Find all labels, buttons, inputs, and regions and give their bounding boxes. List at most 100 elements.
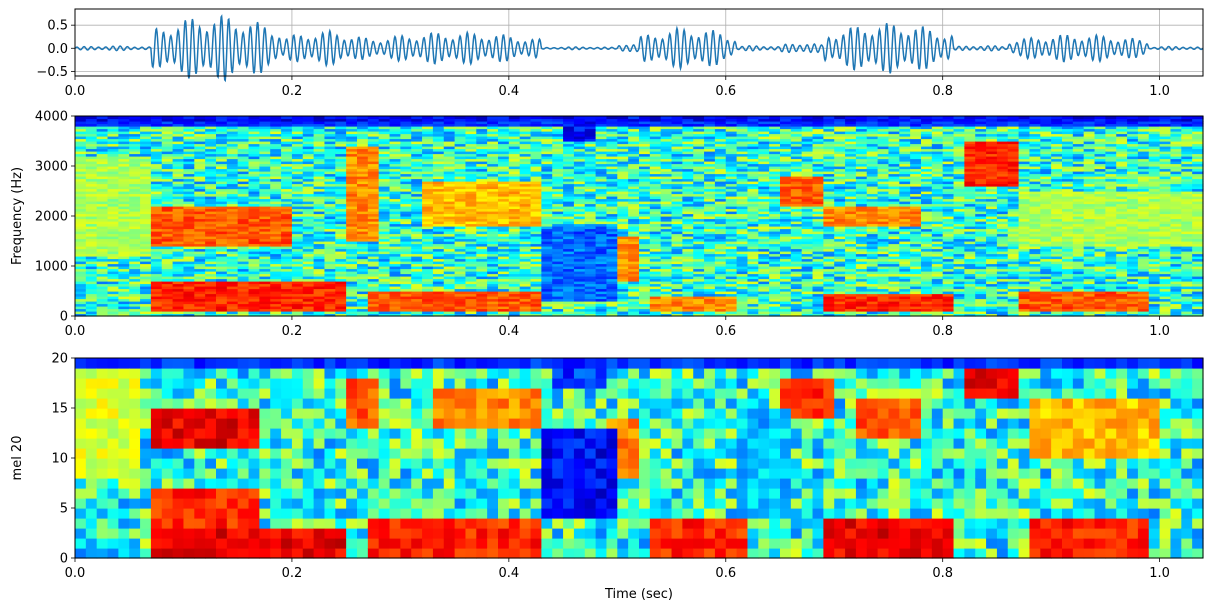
heat-cell <box>85 218 98 222</box>
heat-cell <box>75 301 87 305</box>
heat-cell <box>281 301 293 305</box>
heat-cell <box>281 206 293 210</box>
heat-cell <box>194 248 206 252</box>
heat-cell <box>671 233 683 237</box>
heat-cell <box>443 281 456 285</box>
heat-cell <box>357 241 369 245</box>
heat-cell <box>313 236 326 240</box>
heat-cell <box>378 213 391 217</box>
heat-cell <box>357 228 369 232</box>
heat-cell <box>248 133 260 137</box>
heat-cell <box>302 306 315 310</box>
heat-cell <box>324 178 336 182</box>
heat-cell <box>346 171 358 175</box>
heat-cell <box>75 281 87 285</box>
heat-cell <box>552 246 564 250</box>
heat-cell <box>454 133 467 137</box>
heat-cell <box>205 143 217 147</box>
heat-cell <box>172 288 185 292</box>
heat-cell <box>140 141 152 145</box>
heat-cell <box>291 136 304 140</box>
heat-cell <box>454 221 467 225</box>
heat-cell <box>357 293 369 297</box>
heat-cell <box>302 251 315 255</box>
heat-cell <box>161 256 174 260</box>
heat-cell <box>302 256 315 260</box>
heat-cell <box>129 256 141 260</box>
heat-cell <box>671 188 683 192</box>
heat-cell <box>411 306 423 310</box>
heat-cell <box>140 176 152 180</box>
heat-cell <box>584 271 597 275</box>
heat-cell <box>508 258 521 262</box>
heat-cell <box>422 148 434 152</box>
heat-cell <box>237 243 250 247</box>
heat-cell <box>183 183 195 187</box>
heat-cell <box>367 193 380 197</box>
heat-cell <box>487 276 499 280</box>
heat-cell <box>639 313 651 317</box>
heat-cell <box>85 141 98 145</box>
heat-cell <box>671 176 683 180</box>
heat-cell <box>530 161 542 165</box>
heat-cell <box>443 153 456 157</box>
heat-cell <box>682 241 694 245</box>
heat-cell <box>129 231 141 235</box>
heat-cell <box>172 206 185 210</box>
heat-cell <box>498 303 510 307</box>
heat-cell <box>183 153 195 157</box>
heat-cell <box>422 258 434 262</box>
heat-cell <box>541 286 553 290</box>
heat-cell <box>357 173 369 177</box>
heat-cell <box>736 163 749 167</box>
heat-cell <box>183 231 195 235</box>
heat-cell <box>693 238 705 242</box>
heat-cell <box>628 268 640 272</box>
heat-cell <box>324 251 336 255</box>
heat-cell <box>129 143 141 147</box>
heat-cell <box>714 166 727 170</box>
heat-cell <box>508 248 521 252</box>
heat-cell <box>118 258 130 262</box>
heat-cell <box>639 151 651 155</box>
heat-cell <box>541 253 553 257</box>
heat-cell <box>216 236 228 240</box>
heat-cell <box>411 246 423 250</box>
heat-cell <box>96 216 109 220</box>
heat-cell <box>649 193 662 197</box>
heat-cell <box>291 116 304 120</box>
heat-cell <box>140 173 152 177</box>
heat-cell <box>335 306 347 310</box>
heat-cell <box>606 263 618 267</box>
heat-cell <box>248 273 260 277</box>
heat-cell <box>302 248 315 252</box>
heat-cell <box>161 138 174 142</box>
heat-cell <box>205 291 217 295</box>
heat-cell <box>552 281 564 285</box>
heat-cell <box>378 188 391 192</box>
heat-cell <box>302 288 315 292</box>
heat-cell <box>205 243 217 247</box>
heat-cell <box>411 218 423 222</box>
heat-cell <box>595 148 608 152</box>
heat-cell <box>693 303 705 307</box>
heat-cell <box>465 118 477 122</box>
heat-cell <box>682 296 694 300</box>
heat-cell <box>649 313 662 317</box>
heat-cell <box>704 136 716 140</box>
heat-cell <box>389 171 401 175</box>
heat-cell <box>357 156 369 160</box>
heat-cell <box>422 178 434 182</box>
heat-cell <box>714 256 727 260</box>
heat-cell <box>498 258 510 262</box>
heat-cell <box>237 211 250 215</box>
heat-cell <box>161 261 174 265</box>
heat-cell <box>454 131 467 135</box>
heat-cell <box>454 231 467 235</box>
heat-cell <box>508 223 521 227</box>
heat-cell <box>552 231 564 235</box>
heat-cell <box>259 238 271 242</box>
heat-cell <box>725 288 738 292</box>
heat-cell <box>259 231 271 235</box>
heat-cell <box>237 303 250 307</box>
